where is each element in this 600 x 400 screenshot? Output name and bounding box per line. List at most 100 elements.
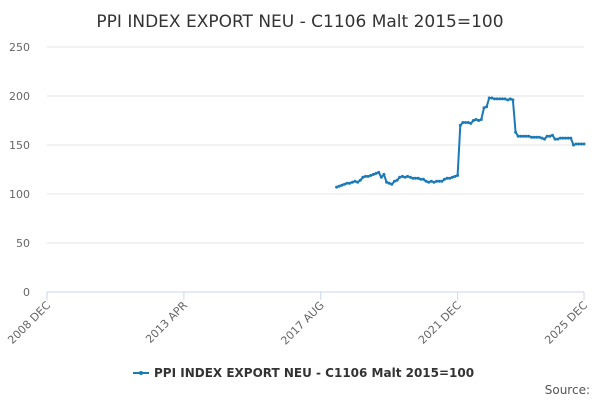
data-point[interactable] [477,119,481,122]
data-point[interactable] [579,142,583,146]
data-point[interactable] [572,143,575,147]
data-point[interactable] [529,135,533,139]
data-point[interactable] [522,134,525,138]
data-point[interactable] [556,137,560,141]
data-point[interactable] [490,96,494,100]
data-point[interactable] [437,179,441,183]
data-point[interactable] [395,178,399,182]
data-point[interactable] [558,136,562,140]
data-point[interactable] [548,134,552,138]
data-point[interactable] [364,174,367,178]
data-point[interactable] [453,174,457,178]
data-point[interactable] [514,130,518,134]
data-point[interactable] [553,137,557,141]
data-point[interactable] [574,142,578,146]
data-point[interactable] [535,135,539,139]
data-point[interactable] [419,177,423,181]
data-point[interactable] [377,170,381,174]
data-point[interactable] [337,184,341,188]
y-tick-label: 100 [9,188,30,201]
data-point[interactable] [382,172,386,176]
data-point[interactable] [469,121,473,125]
data-point[interactable] [429,179,433,183]
data-point[interactable] [516,134,520,138]
data-point[interactable] [524,134,528,138]
data-point[interactable] [356,180,360,184]
data-point[interactable] [427,180,431,184]
data-point[interactable] [398,175,402,179]
data-point[interactable] [458,123,462,127]
data-point[interactable] [456,173,460,177]
data-point[interactable] [366,174,370,178]
data-point[interactable] [500,97,504,101]
data-point[interactable] [353,179,357,183]
data-point[interactable] [379,175,383,179]
data-point[interactable] [561,136,565,140]
data-point[interactable] [566,136,570,140]
data-point[interactable] [448,176,452,180]
data-point[interactable] [440,179,444,183]
data-point[interactable] [493,97,496,101]
data-point[interactable] [485,105,489,109]
legend-item-label[interactable]: PPI INDEX EXPORT NEU - C1106 Malt 2015=1… [154,366,474,380]
data-point[interactable] [545,134,549,138]
data-point[interactable] [508,97,512,101]
data-point[interactable] [432,180,436,184]
credit-text[interactable]: Source: [545,383,590,397]
data-point[interactable] [550,133,554,137]
data-point[interactable] [408,175,412,179]
data-point[interactable] [406,174,410,178]
data-point[interactable] [411,176,415,180]
data-point[interactable] [443,177,446,181]
data-point[interactable] [350,180,354,184]
data-point[interactable] [495,97,499,101]
data-point[interactable] [487,96,491,100]
data-point[interactable] [348,181,352,185]
data-point[interactable] [390,182,394,186]
legend[interactable]: PPI INDEX EXPORT NEU - C1106 Malt 2015=1… [133,366,474,380]
data-point[interactable] [506,98,510,102]
data-point[interactable] [527,134,531,138]
data-point[interactable] [540,136,544,140]
data-point[interactable] [511,98,515,102]
data-point[interactable] [424,179,428,183]
data-point[interactable] [374,171,378,175]
data-point[interactable] [414,176,417,180]
data-point[interactable] [537,135,541,139]
data-point[interactable] [369,173,373,177]
data-point[interactable] [464,121,467,124]
data-point[interactable] [361,175,365,179]
data-point[interactable] [445,176,449,180]
data-point[interactable] [343,182,346,186]
data-point[interactable] [340,183,344,187]
data-point[interactable] [532,135,536,139]
data-point[interactable] [335,185,339,189]
data-point[interactable] [387,181,391,185]
data-point[interactable] [564,136,568,140]
data-point[interactable] [403,175,407,179]
data-point[interactable] [345,181,349,185]
data-point[interactable] [519,134,523,138]
data-point[interactable] [435,179,439,183]
data-point[interactable] [471,119,475,122]
data-point[interactable] [385,180,389,184]
data-point[interactable] [582,142,586,146]
data-point[interactable] [400,174,404,178]
data-point[interactable] [450,175,454,179]
data-point[interactable] [498,97,502,101]
data-point[interactable] [393,179,396,183]
data-point[interactable] [421,177,425,181]
data-point[interactable] [569,136,573,140]
data-point[interactable] [482,106,486,110]
data-point[interactable] [461,121,465,124]
data-point[interactable] [474,118,478,121]
data-point[interactable] [358,178,362,182]
data-point[interactable] [466,121,470,124]
x-tick-label: 2017 AUG [278,299,327,348]
data-point[interactable] [577,142,581,146]
data-point[interactable] [416,176,420,180]
data-point[interactable] [479,118,483,121]
data-point[interactable] [371,172,375,176]
data-point[interactable] [503,97,507,101]
data-point[interactable] [543,137,546,141]
